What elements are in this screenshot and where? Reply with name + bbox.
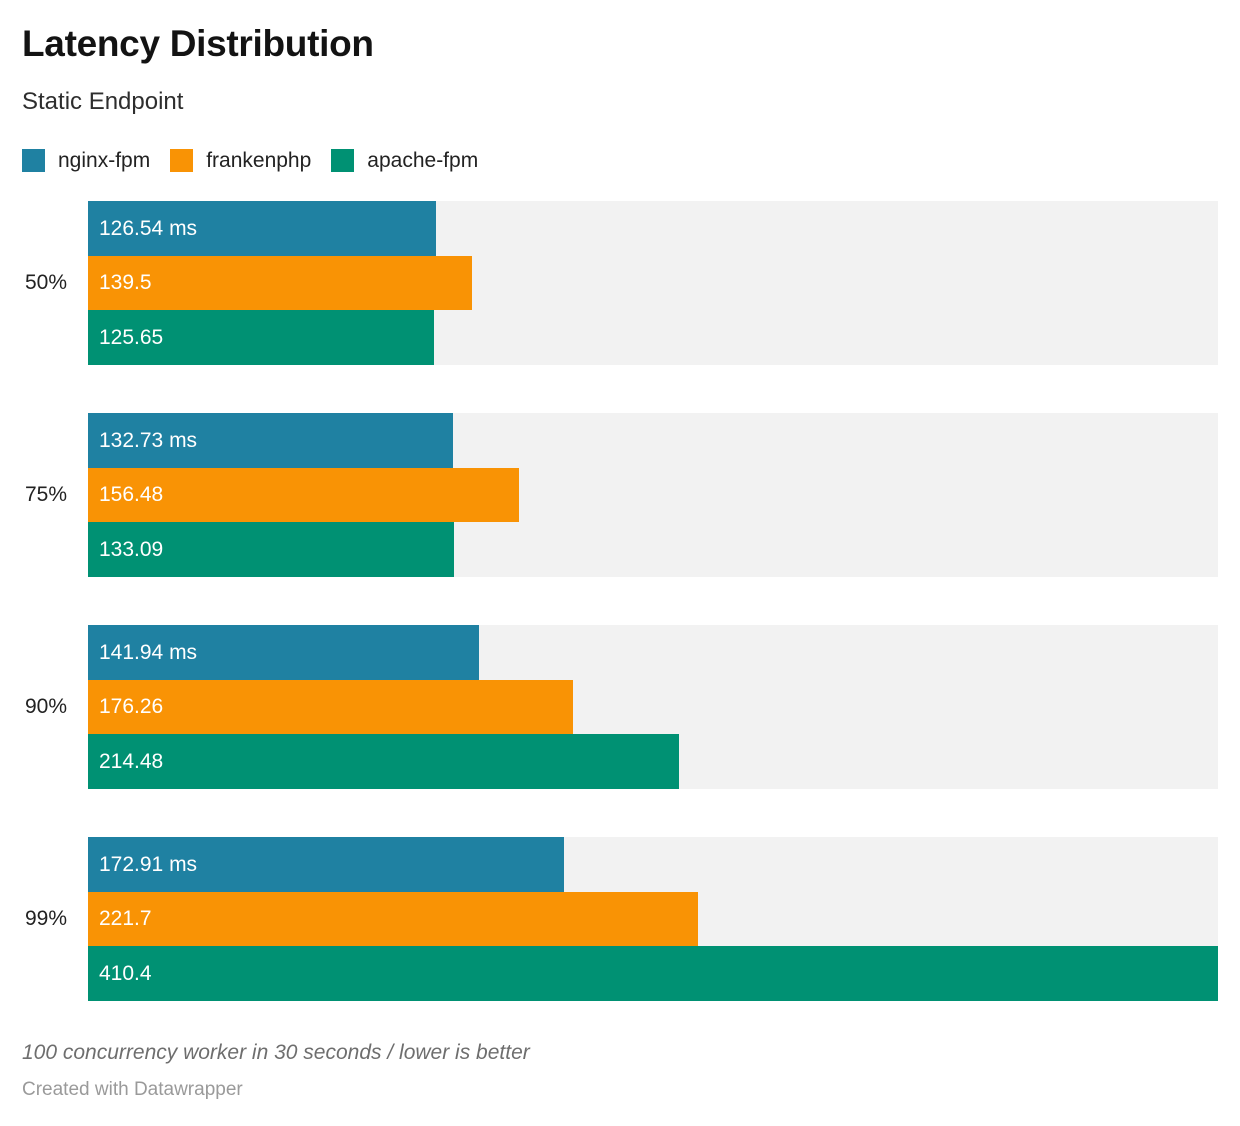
bar-group-90%: 90% 141.94 ms 176.26 214.48	[22, 624, 1218, 789]
bar-value-label: 172.91 ms	[99, 852, 198, 876]
bar-group-99%: 99% 172.91 ms 221.7 410.4	[22, 836, 1218, 1001]
bar-frankenphp: 156.48	[88, 467, 519, 523]
bar-frankenphp: 139.5	[88, 255, 473, 311]
page-title: Latency Distribution	[22, 23, 374, 64]
bar-value-label: 214.48	[99, 750, 164, 774]
bar-value-label: 133.09	[99, 538, 164, 562]
bar-track: 126.54 ms 139.5 125.65	[88, 200, 1218, 365]
category-label: 99%	[24, 907, 67, 931]
bar-nginx-fpm: 126.54 ms	[88, 200, 437, 256]
bar-apache-fpm: 133.09	[88, 522, 455, 577]
bar-value-label: 410.4	[99, 962, 152, 986]
bar-value-label: 176.26	[99, 695, 164, 719]
bar-value-label: 156.48	[99, 483, 164, 507]
legend-item-apache-fpm: apache-fpm	[331, 149, 479, 173]
bar-value-label: 132.73 ms	[99, 428, 198, 452]
bar-value-label: 139.5	[99, 271, 152, 295]
chart-body: 50% 126.54 ms 139.5 125.65 75% 132.73 ms 156.4…	[22, 200, 1218, 1001]
datawrapper-credit-link[interactable]: Created with Datawrapper	[22, 1079, 243, 1101]
bar-value-label: 125.65	[99, 326, 164, 350]
legend-swatch-icon	[331, 149, 355, 173]
legend: nginx-fpm frankenphp apache-fpm	[22, 149, 1218, 173]
bar-apache-fpm: 214.48	[88, 734, 679, 789]
legend-label: frankenphp	[206, 149, 312, 173]
bar-nginx-fpm: 141.94 ms	[88, 624, 479, 680]
bar-nginx-fpm: 132.73 ms	[88, 412, 454, 468]
legend-label: apache-fpm	[367, 149, 479, 173]
category-label: 90%	[24, 695, 67, 719]
chart-note: 100 concurrency worker in 30 seconds / l…	[22, 1040, 530, 1064]
legend-item-frankenphp: frankenphp	[170, 149, 312, 173]
legend-swatch-icon	[22, 149, 45, 173]
category-label: 75%	[24, 483, 67, 507]
bar-frankenphp: 176.26	[88, 679, 574, 735]
bar-apache-fpm: 125.65	[88, 310, 434, 365]
bar-track: 172.91 ms 221.7 410.4	[88, 836, 1218, 1001]
bar-nginx-fpm: 172.91 ms	[88, 836, 565, 892]
bar-group-75%: 75% 132.73 ms 156.48 133.09	[22, 412, 1218, 577]
legend-swatch-icon	[170, 149, 194, 173]
chart-subtitle: Static Endpoint	[22, 88, 184, 116]
bar-apache-fpm: 410.4	[88, 946, 1218, 1001]
bar-track: 141.94 ms 176.26 214.48	[88, 624, 1218, 789]
legend-label: nginx-fpm	[58, 149, 151, 173]
bar-value-label: 141.94 ms	[99, 640, 198, 664]
bar-value-label: 221.7	[99, 907, 152, 931]
bar-group-50%: 50% 126.54 ms 139.5 125.65	[22, 200, 1218, 365]
legend-item-nginx-fpm: nginx-fpm	[22, 149, 151, 173]
bar-frankenphp: 221.7	[88, 891, 699, 947]
bar-value-label: 126.54 ms	[99, 216, 198, 240]
category-label: 50%	[24, 271, 67, 295]
bar-track: 132.73 ms 156.48 133.09	[88, 412, 1218, 577]
